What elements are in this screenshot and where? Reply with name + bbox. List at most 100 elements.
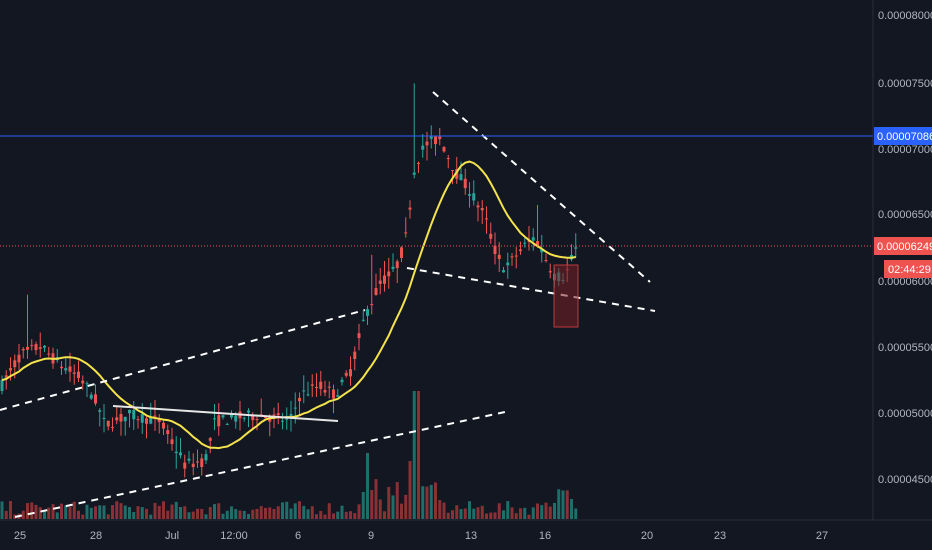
volume-bar — [230, 506, 233, 519]
candle-body — [336, 395, 340, 397]
trendlines[interactable] — [0, 91, 656, 518]
volume-bar — [217, 503, 221, 519]
volume-bar — [480, 505, 484, 519]
flat-support-line[interactable] — [112, 405, 339, 422]
candle-body — [476, 205, 480, 208]
volume-bar — [349, 511, 352, 519]
volume-bar — [306, 509, 310, 519]
volume-bar — [395, 482, 399, 519]
candle-body — [493, 245, 497, 255]
candle-body — [106, 420, 110, 427]
x-tick-label: 28 — [90, 530, 102, 542]
volume-bar — [234, 509, 238, 519]
y-tick-label: 0.00006500 — [878, 209, 932, 221]
volume-bar — [531, 507, 535, 519]
descending-support-trendline[interactable] — [406, 267, 656, 312]
volume-bar — [285, 501, 289, 519]
volume-bar — [451, 510, 454, 519]
volume-bar — [196, 508, 199, 519]
candle-body — [510, 256, 514, 258]
volume-bar — [30, 502, 34, 519]
volume-bar — [378, 499, 382, 519]
candle-body — [370, 304, 374, 306]
candle-body — [417, 162, 420, 164]
candle-body — [157, 417, 161, 423]
candle-body — [480, 208, 484, 211]
volume-bar — [170, 504, 174, 519]
volume-bar — [472, 508, 476, 519]
candle-body — [281, 420, 284, 422]
volume-bar — [425, 486, 429, 519]
volume-bar — [247, 513, 250, 519]
volume-bar — [238, 510, 242, 519]
volume-bar — [13, 514, 17, 519]
candle-body — [519, 249, 522, 252]
volume-bar — [55, 512, 59, 519]
descending-resistance-trendline[interactable] — [432, 91, 651, 283]
volume-bar — [111, 505, 114, 519]
upper-channel-trendline[interactable] — [0, 309, 366, 411]
candle-body — [455, 169, 459, 179]
volume-bar — [153, 502, 157, 519]
candle-body — [13, 360, 17, 368]
candle-body — [242, 417, 246, 419]
x-tick-label: 13 — [465, 530, 477, 542]
volume-bar — [319, 510, 323, 519]
lower-channel-trendline[interactable] — [14, 411, 506, 518]
candle-body — [315, 386, 318, 389]
x-tick-label: Jul — [165, 530, 179, 542]
volume-bar — [344, 511, 348, 519]
candle-body — [429, 136, 433, 139]
candle-body — [4, 375, 8, 378]
candle-body — [276, 413, 280, 416]
candle-body — [536, 241, 539, 246]
y-tick-label: 0.00007000 — [878, 144, 932, 156]
candle-body — [98, 410, 102, 412]
time-axis[interactable]: 25 28 Jul 12:00 6 9 13 16 20 23 27 — [0, 519, 932, 542]
y-tick-label: 0.00006000 — [878, 276, 932, 288]
volume-bar — [434, 482, 437, 519]
candle-body — [298, 397, 301, 402]
candle-body — [77, 371, 80, 379]
volume-bar — [476, 507, 480, 519]
volume-bar — [357, 504, 361, 519]
volume-bar — [544, 502, 548, 519]
volume-bar — [81, 514, 85, 519]
candle-body — [293, 407, 297, 409]
candle-body — [344, 372, 348, 376]
candle-body — [489, 233, 493, 239]
candle-body — [497, 254, 501, 259]
volume-bar — [553, 502, 556, 519]
y-tick-label: 0.00008000 — [878, 10, 932, 22]
volume-bar — [21, 510, 25, 519]
volume-bar — [179, 507, 182, 519]
candle-body — [502, 270, 505, 273]
candle-body — [306, 394, 310, 396]
candle-body — [264, 416, 267, 419]
candle-body — [468, 194, 471, 196]
volume-bar — [489, 512, 493, 519]
price-axis[interactable]: 0.00008000 0.00007500 0.00007000 0.00006… — [872, 0, 932, 520]
volume-bar — [493, 512, 497, 519]
candle-body — [17, 354, 21, 363]
volume-bar — [60, 503, 63, 519]
volume-bar — [387, 486, 391, 519]
volume-bar — [106, 514, 110, 519]
volume-bar — [446, 512, 450, 519]
y-tick-label: 0.00007500 — [878, 78, 932, 90]
volume-bar — [94, 506, 97, 519]
volume-bar — [383, 511, 386, 519]
candle-body — [408, 207, 412, 210]
highlight-box[interactable] — [553, 264, 579, 328]
candle-body — [166, 430, 170, 435]
candle-body — [485, 218, 488, 220]
candle-body — [251, 415, 255, 421]
candle-body — [366, 309, 369, 316]
volume-bar — [102, 505, 106, 519]
volume-bar — [174, 501, 178, 519]
volume-bar — [191, 511, 195, 519]
volume-bar — [463, 508, 467, 519]
volume-bar — [157, 505, 161, 519]
candle-body — [544, 259, 548, 261]
